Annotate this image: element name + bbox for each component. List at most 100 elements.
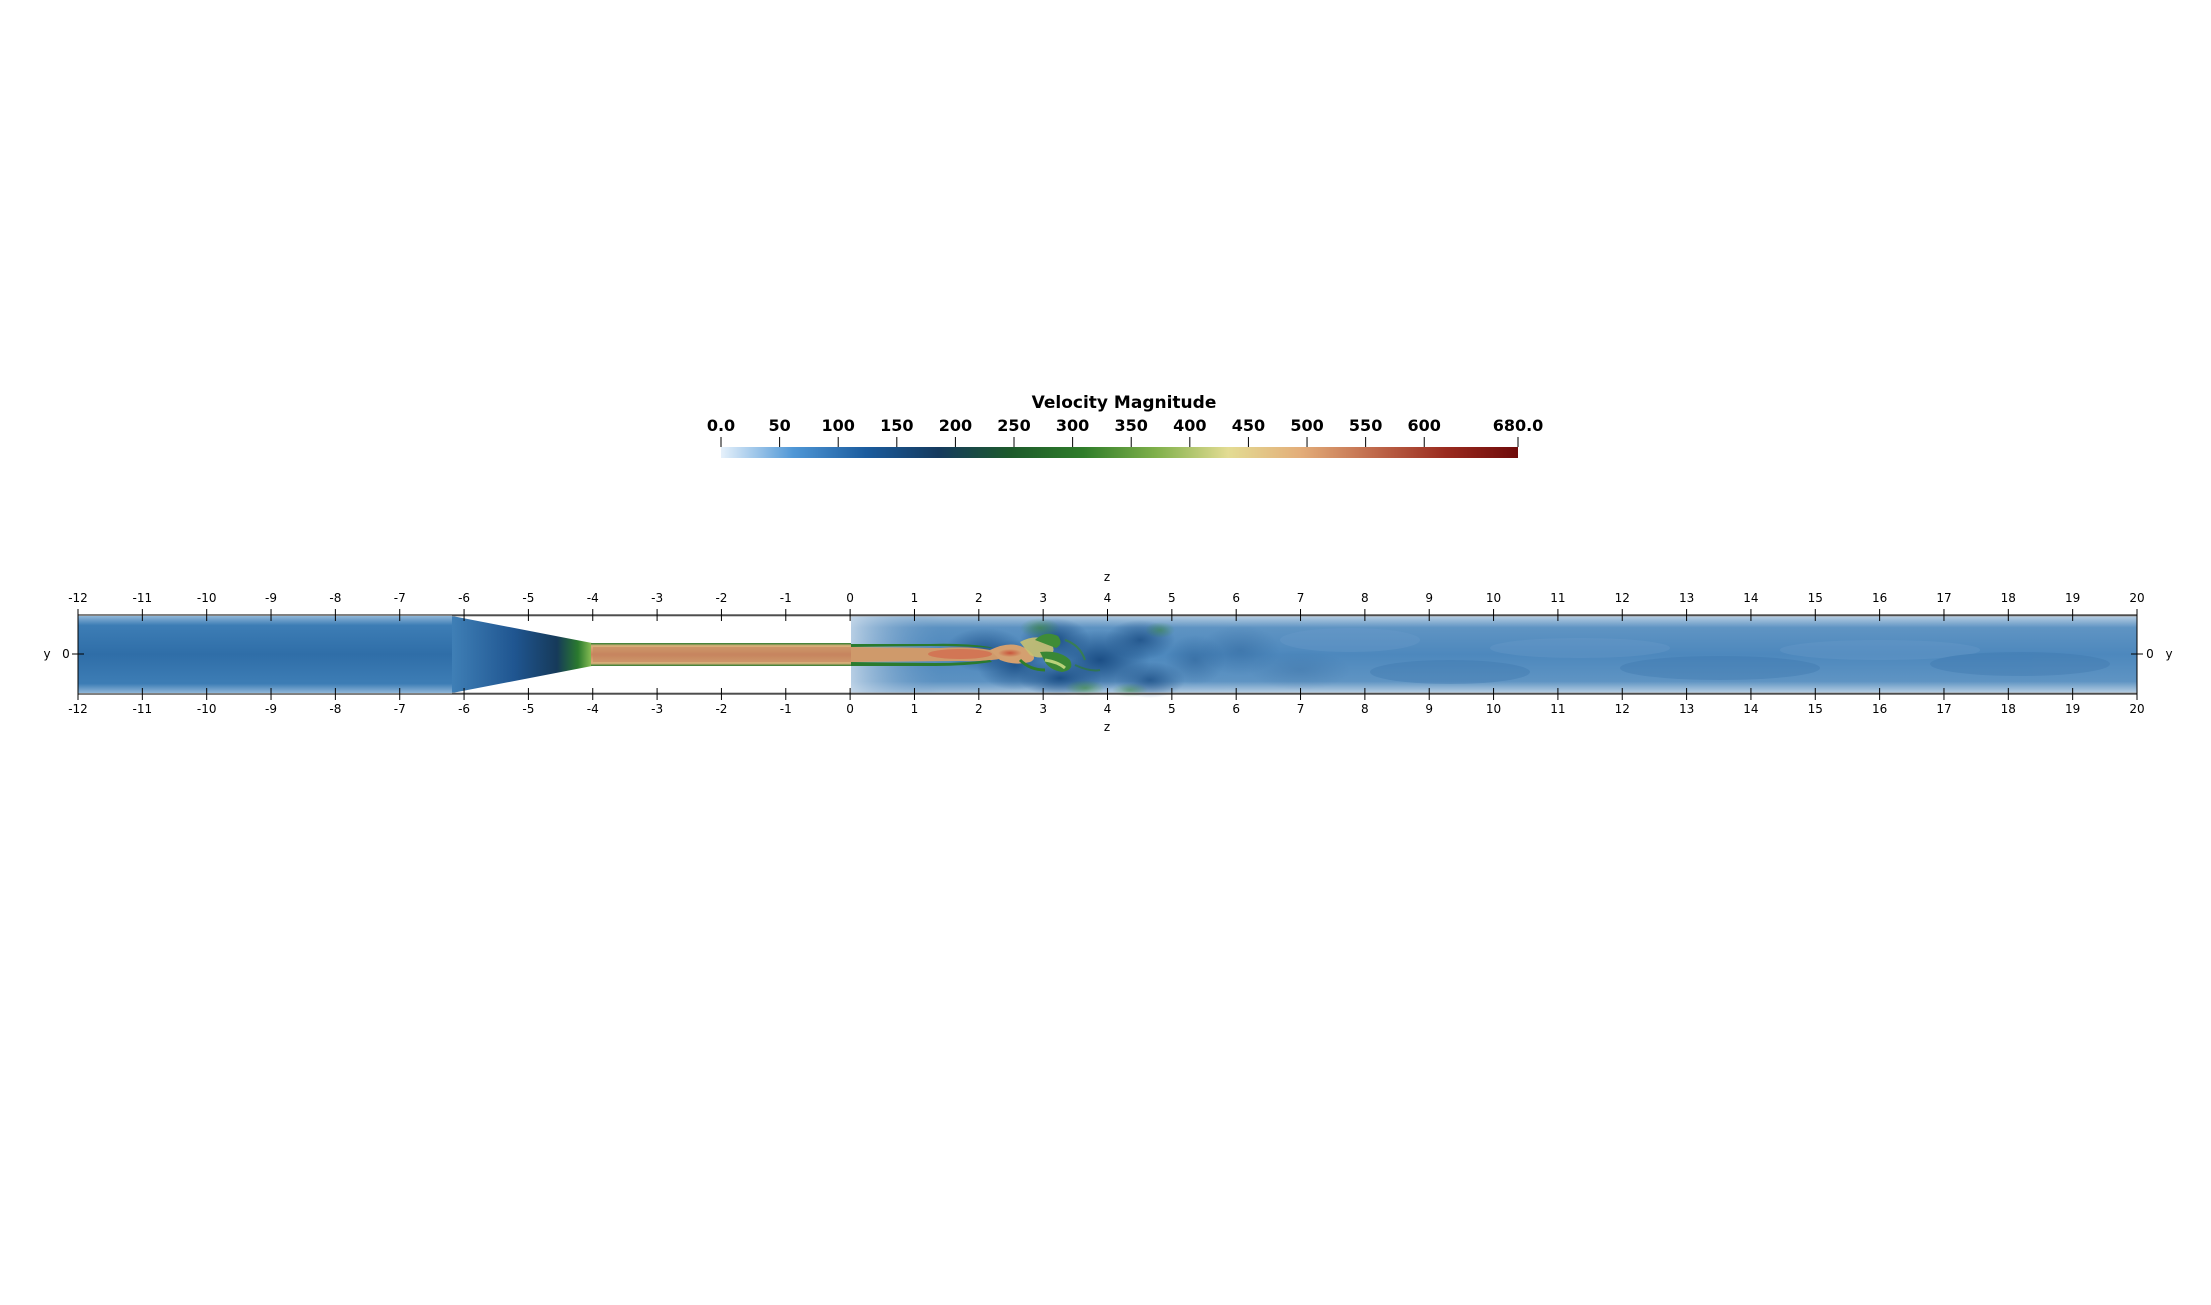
nozzle-region [452,616,592,693]
top-z-tick-label: 9 [1425,591,1433,605]
top-z-ticks: -12 -11 -10 -9 -8 -7 -6 -5 -4 -3 -2 -1 0 1 2 3 4 5 6 7 8 9 10 1… [68,591,2145,621]
top-z-tick-label: 16 [1872,591,1887,605]
colorbar-tick-label: 350 [1115,416,1148,435]
bottom-z-tick-label: 11 [1550,702,1565,716]
jet-core [593,647,851,662]
bottom-z-tick-label: 14 [1743,702,1758,716]
top-z-tick-label: -5 [522,591,534,605]
top-z-tick-label: 2 [975,591,983,605]
bottom-z-tick-label: 6 [1232,702,1240,716]
jet-plume [851,633,1101,672]
colorbar-tick-label: 600 [1408,416,1441,435]
top-z-tick-label: -11 [133,591,153,605]
bottom-z-tick-label: 17 [1936,702,1951,716]
downstream-flow-texture [1280,628,2110,684]
bottom-z-tick-label: 3 [1039,702,1047,716]
top-z-tick-label: 5 [1168,591,1176,605]
bottom-z-tick-label: -10 [197,702,217,716]
top-z-tick-label: -2 [715,591,727,605]
top-z-tick-label: 12 [1615,591,1630,605]
bottom-z-tick-label: 5 [1168,702,1176,716]
bottom-z-tick-label: -3 [651,702,663,716]
top-z-tick-label: -12 [68,591,88,605]
colorbar-tick-label: 300 [1056,416,1089,435]
bottom-z-tick-label: 16 [1872,702,1887,716]
colorbar-tick-label: 450 [1232,416,1265,435]
bottom-z-tick-label: -5 [522,702,534,716]
colorbar-title: Velocity Magnitude [1032,393,1217,413]
colorbar-tick-label: 500 [1290,416,1323,435]
bottom-z-tick-label: -9 [265,702,277,716]
bottom-z-ticks: -12 -11 -10 -9 -8 -7 -6 -5 -4 -3 -2 -1 0 1 2 3 4 5 6 7 8 9 10 1… [68,688,2145,716]
top-z-tick-label: -6 [458,591,470,605]
left-y-zero-label: 0 [62,647,70,661]
right-y-zero-label: 0 [2146,647,2154,661]
flow-domain [78,615,2137,698]
inlet-pipe-region [78,616,453,693]
top-z-tick-label: 14 [1743,591,1758,605]
colorbar-legend: Velocity Magnitude 0.0 50 100 150 200 250 300 3… [707,393,1543,458]
bottom-z-tick-label: 18 [2001,702,2016,716]
top-z-tick-label: -10 [197,591,217,605]
bottom-z-tick-label: 12 [1615,702,1630,716]
left-y-axis-label: y [43,647,50,661]
colorbar-tick-label: 100 [822,416,855,435]
top-z-tick-label: -8 [329,591,341,605]
top-z-tick-label: 20 [2129,591,2144,605]
colorbar-tick-label: 550 [1349,416,1382,435]
colorbar-tick-label: 200 [939,416,972,435]
top-z-tick-label: 6 [1232,591,1240,605]
bottom-z-tick-label: 4 [1104,702,1112,716]
bottom-z-tick-label: 2 [975,702,983,716]
top-z-axis-label: z [1104,570,1110,584]
top-z-tick-label: 10 [1486,591,1501,605]
top-z-tick-label: 15 [1808,591,1823,605]
bottom-z-tick-label: -2 [715,702,727,716]
top-z-tick-label: 1 [911,591,919,605]
bottom-z-tick-label: 13 [1679,702,1694,716]
right-y-axis-label: y [2165,647,2172,661]
bottom-z-tick-label: -4 [587,702,599,716]
bottom-z-tick-label: -6 [458,702,470,716]
top-z-tick-label: 11 [1550,591,1565,605]
domain-outline [452,615,2137,694]
top-z-tick-label: 13 [1679,591,1694,605]
top-z-tick-label: 3 [1039,591,1047,605]
top-z-tick-label: -4 [587,591,599,605]
bottom-z-tick-label: 15 [1808,702,1823,716]
top-z-tick-label: -1 [780,591,792,605]
bottom-z-tick-label: 7 [1297,702,1305,716]
top-z-tick-label: -3 [651,591,663,605]
top-z-tick-label: 4 [1104,591,1112,605]
top-z-tick-label: 19 [2065,591,2080,605]
top-z-tick-label: -7 [394,591,406,605]
top-z-tick-label: 17 [1936,591,1951,605]
colorbar-tick-label: 400 [1173,416,1206,435]
bottom-z-tick-label: 8 [1361,702,1369,716]
bottom-z-tick-label: 19 [2065,702,2080,716]
bottom-z-tick-label: 10 [1486,702,1501,716]
top-z-tick-label: 0 [846,591,854,605]
top-z-tick-label: 8 [1361,591,1369,605]
bottom-z-tick-label: 1 [911,702,919,716]
axes: -12 -11 -10 -9 -8 -7 -6 -5 -4 -3 -2 -1 0 1 2 3 4 5 6 7 8 9 10 1… [43,570,2172,734]
top-z-tick-label: 18 [2001,591,2016,605]
colorbar-tick-label: 0.0 [707,416,735,435]
top-z-tick-label: 7 [1297,591,1305,605]
bottom-z-axis-label: z [1104,720,1110,734]
colorbar-tick-label: 250 [997,416,1030,435]
bottom-z-tick-label: -12 [68,702,88,716]
bottom-z-tick-label: 20 [2129,702,2144,716]
colorbar-tick-label: 680.0 [1493,416,1544,435]
bottom-z-tick-label: -7 [394,702,406,716]
colorbar-ticks: 0.0 50 100 150 200 250 300 350 400 450 500 550 600 68… [707,416,1543,447]
colorbar-gradient-bar [721,447,1518,458]
bottom-z-tick-label: -8 [329,702,341,716]
bottom-z-tick-label: -11 [133,702,153,716]
bottom-z-tick-label: 0 [846,702,854,716]
top-z-tick-label: -9 [265,591,277,605]
colorbar-tick-label: 50 [768,416,790,435]
colorbar-tick-label: 150 [880,416,913,435]
bottom-z-tick-label: 9 [1425,702,1433,716]
